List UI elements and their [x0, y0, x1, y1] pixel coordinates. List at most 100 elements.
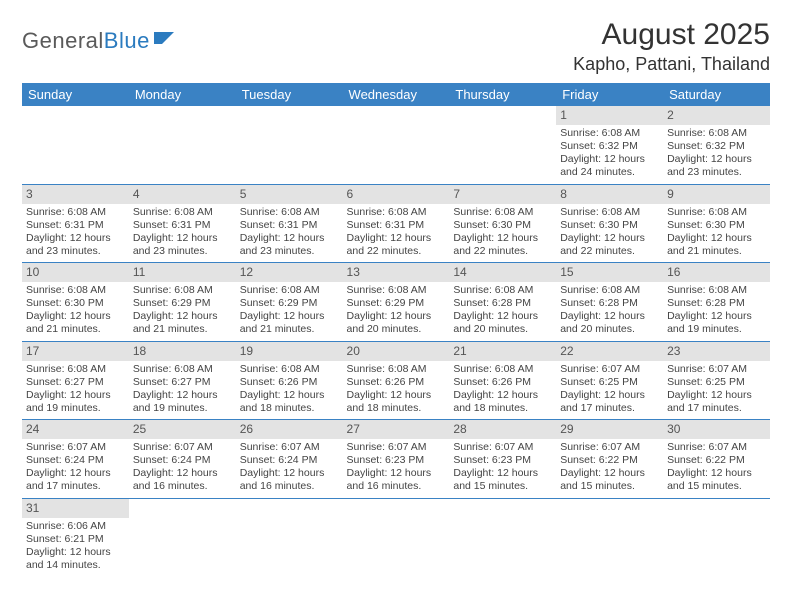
month-title: August 2025 — [573, 18, 770, 52]
calendar-cell: 27Sunrise: 6:07 AMSunset: 6:23 PMDayligh… — [343, 420, 450, 499]
daylight-text: and 17 minutes. — [667, 402, 766, 415]
sunrise-text: Sunrise: 6:07 AM — [560, 441, 659, 454]
daylight-text: and 23 minutes. — [240, 245, 339, 258]
daylight-text: and 20 minutes. — [453, 323, 552, 336]
daylight-text: and 22 minutes. — [347, 245, 446, 258]
daylight-text: and 16 minutes. — [347, 480, 446, 493]
sunrise-text: Sunrise: 6:07 AM — [240, 441, 339, 454]
calendar-cell: 22Sunrise: 6:07 AMSunset: 6:25 PMDayligh… — [556, 341, 663, 420]
calendar-cell: 5Sunrise: 6:08 AMSunset: 6:31 PMDaylight… — [236, 184, 343, 263]
weekday-header: Wednesday — [343, 83, 450, 106]
daylight-text: Daylight: 12 hours — [133, 310, 232, 323]
day-number: 17 — [22, 342, 129, 361]
day-number: 2 — [663, 106, 770, 125]
daylight-text: and 21 minutes. — [240, 323, 339, 336]
daylight-text: and 16 minutes. — [133, 480, 232, 493]
day-number: 4 — [129, 185, 236, 204]
daylight-text: and 18 minutes. — [453, 402, 552, 415]
daylight-text: Daylight: 12 hours — [26, 232, 125, 245]
daylight-text: and 19 minutes. — [133, 402, 232, 415]
sunset-text: Sunset: 6:30 PM — [453, 219, 552, 232]
location: Kapho, Pattani, Thailand — [573, 54, 770, 75]
sunset-text: Sunset: 6:23 PM — [453, 454, 552, 467]
sunset-text: Sunset: 6:29 PM — [133, 297, 232, 310]
day-number: 7 — [449, 185, 556, 204]
calendar-cell — [449, 498, 556, 576]
logo-text-general: General — [22, 28, 104, 54]
day-number: 8 — [556, 185, 663, 204]
calendar-cell — [556, 498, 663, 576]
daylight-text: Daylight: 12 hours — [133, 467, 232, 480]
sunrise-text: Sunrise: 6:08 AM — [133, 284, 232, 297]
calendar-table: SundayMondayTuesdayWednesdayThursdayFrid… — [22, 83, 770, 576]
weekday-header: Friday — [556, 83, 663, 106]
calendar-cell: 25Sunrise: 6:07 AMSunset: 6:24 PMDayligh… — [129, 420, 236, 499]
sunset-text: Sunset: 6:24 PM — [26, 454, 125, 467]
daylight-text: Daylight: 12 hours — [667, 467, 766, 480]
daylight-text: Daylight: 12 hours — [453, 232, 552, 245]
sunrise-text: Sunrise: 6:07 AM — [26, 441, 125, 454]
day-number: 14 — [449, 263, 556, 282]
sunset-text: Sunset: 6:27 PM — [26, 376, 125, 389]
sunset-text: Sunset: 6:28 PM — [453, 297, 552, 310]
daylight-text: and 23 minutes. — [667, 166, 766, 179]
daylight-text: and 22 minutes. — [453, 245, 552, 258]
sunrise-text: Sunrise: 6:08 AM — [240, 206, 339, 219]
sunset-text: Sunset: 6:31 PM — [26, 219, 125, 232]
daylight-text: Daylight: 12 hours — [133, 232, 232, 245]
calendar-cell: 13Sunrise: 6:08 AMSunset: 6:29 PMDayligh… — [343, 263, 450, 342]
calendar-week-row: 3Sunrise: 6:08 AMSunset: 6:31 PMDaylight… — [22, 184, 770, 263]
weekday-header: Saturday — [663, 83, 770, 106]
daylight-text: Daylight: 12 hours — [240, 389, 339, 402]
sunset-text: Sunset: 6:24 PM — [240, 454, 339, 467]
day-number: 30 — [663, 420, 770, 439]
calendar-week-row: 10Sunrise: 6:08 AMSunset: 6:30 PMDayligh… — [22, 263, 770, 342]
day-number: 23 — [663, 342, 770, 361]
sunset-text: Sunset: 6:32 PM — [560, 140, 659, 153]
calendar-cell: 14Sunrise: 6:08 AMSunset: 6:28 PMDayligh… — [449, 263, 556, 342]
calendar-cell: 8Sunrise: 6:08 AMSunset: 6:30 PMDaylight… — [556, 184, 663, 263]
daylight-text: and 19 minutes. — [26, 402, 125, 415]
sunrise-text: Sunrise: 6:08 AM — [560, 284, 659, 297]
sunset-text: Sunset: 6:30 PM — [667, 219, 766, 232]
daylight-text: Daylight: 12 hours — [453, 389, 552, 402]
calendar-cell: 9Sunrise: 6:08 AMSunset: 6:30 PMDaylight… — [663, 184, 770, 263]
sunrise-text: Sunrise: 6:08 AM — [347, 363, 446, 376]
sunset-text: Sunset: 6:25 PM — [560, 376, 659, 389]
sunset-text: Sunset: 6:30 PM — [560, 219, 659, 232]
sunrise-text: Sunrise: 6:08 AM — [240, 363, 339, 376]
day-number: 6 — [343, 185, 450, 204]
sunset-text: Sunset: 6:32 PM — [667, 140, 766, 153]
sunset-text: Sunset: 6:24 PM — [133, 454, 232, 467]
sunset-text: Sunset: 6:28 PM — [560, 297, 659, 310]
calendar-cell: 18Sunrise: 6:08 AMSunset: 6:27 PMDayligh… — [129, 341, 236, 420]
sunset-text: Sunset: 6:30 PM — [26, 297, 125, 310]
sunrise-text: Sunrise: 6:08 AM — [667, 206, 766, 219]
daylight-text: Daylight: 12 hours — [240, 232, 339, 245]
daylight-text: and 15 minutes. — [560, 480, 659, 493]
daylight-text: Daylight: 12 hours — [347, 389, 446, 402]
day-number: 16 — [663, 263, 770, 282]
daylight-text: Daylight: 12 hours — [453, 310, 552, 323]
daylight-text: Daylight: 12 hours — [240, 467, 339, 480]
daylight-text: Daylight: 12 hours — [26, 467, 125, 480]
sunset-text: Sunset: 6:23 PM — [347, 454, 446, 467]
sunset-text: Sunset: 6:31 PM — [347, 219, 446, 232]
calendar-week-row: 1Sunrise: 6:08 AMSunset: 6:32 PMDaylight… — [22, 106, 770, 184]
sunset-text: Sunset: 6:22 PM — [667, 454, 766, 467]
daylight-text: and 23 minutes. — [133, 245, 232, 258]
sunrise-text: Sunrise: 6:07 AM — [133, 441, 232, 454]
daylight-text: and 17 minutes. — [560, 402, 659, 415]
sunrise-text: Sunrise: 6:08 AM — [347, 284, 446, 297]
calendar-cell: 30Sunrise: 6:07 AMSunset: 6:22 PMDayligh… — [663, 420, 770, 499]
title-block: August 2025 Kapho, Pattani, Thailand — [573, 18, 770, 75]
daylight-text: and 17 minutes. — [26, 480, 125, 493]
logo-text-blue: Blue — [104, 28, 150, 54]
sunrise-text: Sunrise: 6:08 AM — [560, 206, 659, 219]
sunset-text: Sunset: 6:31 PM — [240, 219, 339, 232]
day-number: 18 — [129, 342, 236, 361]
sunrise-text: Sunrise: 6:08 AM — [347, 206, 446, 219]
sunrise-text: Sunrise: 6:08 AM — [133, 363, 232, 376]
sunset-text: Sunset: 6:29 PM — [347, 297, 446, 310]
day-number: 9 — [663, 185, 770, 204]
